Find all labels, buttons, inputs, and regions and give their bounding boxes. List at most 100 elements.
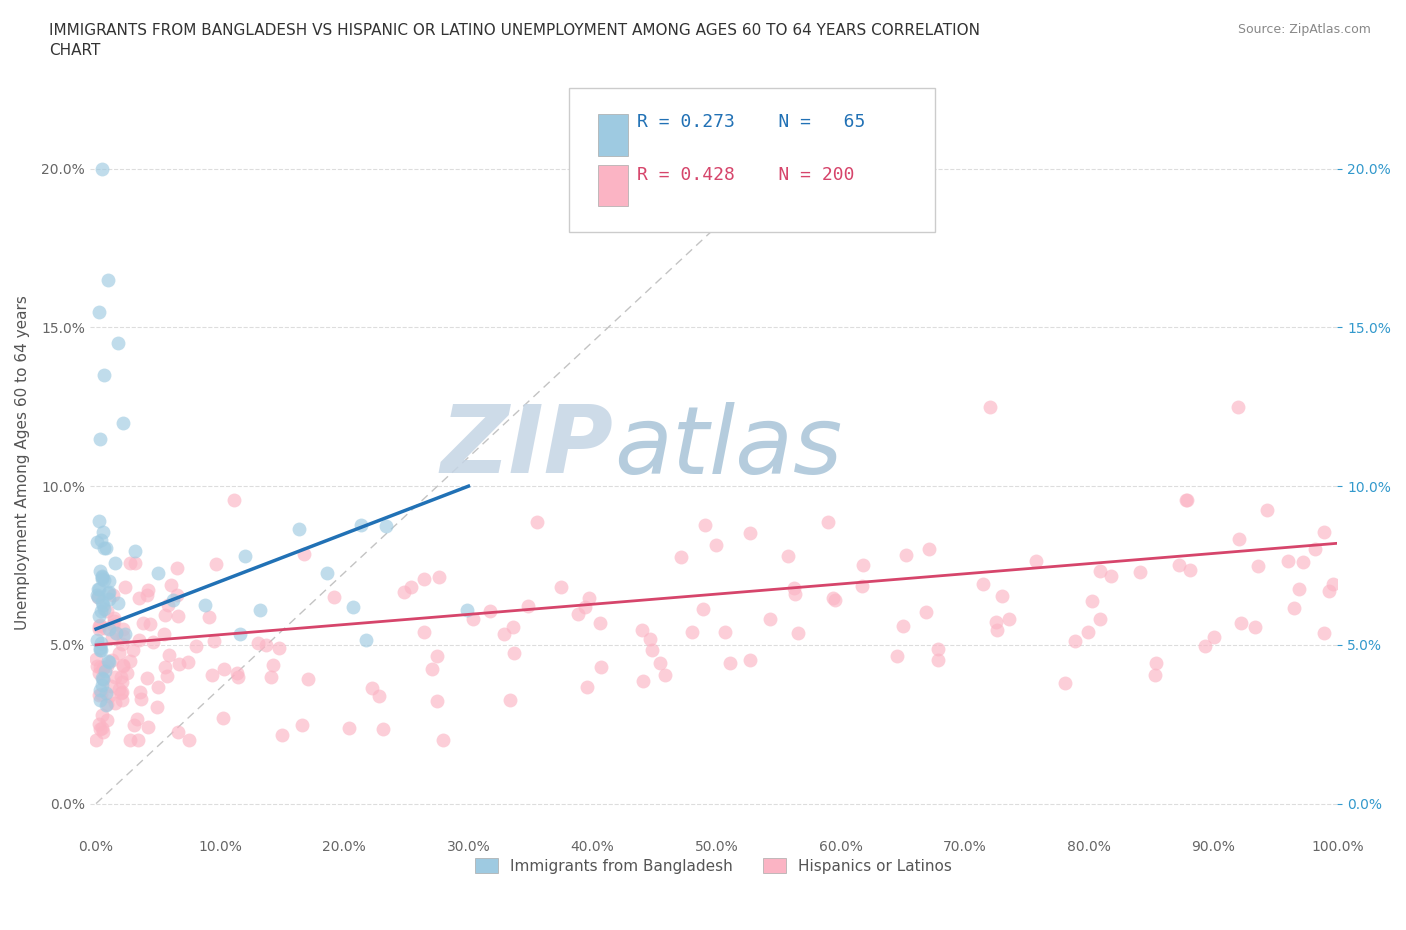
Point (575, 680, 598, 695)
Point (132, 616, 155, 631)
Point (90, 687, 112, 702)
Point (1282, 601, 1305, 616)
Point (94, 540, 117, 555)
Point (153, 608, 176, 623)
Point (461, 612, 484, 627)
Point (198, 609, 221, 624)
Point (291, 717, 314, 732)
Point (233, 549, 256, 564)
Point (567, 606, 589, 621)
Y-axis label: Unemployment Among Ages 60 to 64 years: Unemployment Among Ages 60 to 64 years (15, 295, 30, 630)
Point (124, 543, 146, 558)
Point (142, 635, 165, 650)
Point (1129, 565, 1152, 580)
Point (97, 584, 120, 599)
Point (886, 649, 908, 664)
Point (413, 572, 436, 587)
Point (212, 661, 235, 676)
Point (89, 683, 111, 698)
Point (86, 590, 108, 604)
Point (157, 648, 180, 663)
Point (86, 632, 108, 647)
Point (84, 733, 107, 748)
Point (426, 694, 449, 709)
Point (1088, 612, 1111, 627)
Point (125, 711, 148, 726)
Point (669, 550, 692, 565)
Point (91, 671, 114, 686)
Point (979, 399, 1001, 414)
Point (128, 684, 150, 699)
Point (87, 717, 110, 732)
Point (893, 618, 915, 633)
Point (129, 692, 152, 707)
Point (127, 733, 149, 748)
Point (91, 671, 114, 686)
Point (103, 613, 125, 628)
Point (589, 659, 612, 674)
Point (787, 625, 810, 640)
Point (254, 637, 277, 652)
Point (136, 671, 159, 686)
Point (740, 525, 762, 540)
Point (166, 588, 188, 603)
Point (633, 673, 655, 688)
Point (184, 638, 207, 653)
Point (159, 578, 181, 592)
Point (776, 549, 799, 564)
Point (94, 698, 117, 712)
Point (342, 600, 364, 615)
Point (94, 685, 117, 700)
Point (354, 632, 377, 647)
Point (93, 573, 115, 588)
Point (1077, 625, 1099, 640)
Point (90, 708, 112, 723)
Point (269, 641, 291, 656)
Point (89, 609, 111, 624)
Point (1178, 562, 1201, 577)
Point (97, 653, 120, 668)
Point (91, 525, 114, 539)
Point (249, 603, 271, 618)
Point (90, 635, 112, 650)
Text: R = 0.273    N =   65: R = 0.273 N = 65 (637, 113, 865, 131)
Point (89, 643, 111, 658)
Point (229, 626, 252, 641)
Point (110, 669, 132, 684)
Point (1177, 492, 1199, 507)
Point (783, 587, 806, 602)
Point (499, 693, 522, 708)
Point (87, 581, 110, 596)
Point (432, 733, 454, 748)
Point (337, 721, 360, 736)
Point (89, 532, 111, 547)
Point (124, 718, 146, 733)
Point (350, 518, 373, 533)
Point (503, 645, 526, 660)
Point (96, 658, 118, 673)
Point (177, 733, 200, 748)
Point (392, 585, 415, 600)
Point (1317, 584, 1340, 599)
Point (271, 728, 294, 743)
Point (93, 367, 115, 382)
Point (1288, 581, 1310, 596)
Point (574, 599, 596, 614)
Point (118, 555, 141, 570)
Point (681, 624, 703, 639)
Point (914, 604, 936, 619)
Point (90, 671, 112, 685)
Point (117, 665, 139, 680)
Point (105, 625, 128, 640)
Point (114, 627, 136, 642)
Point (86, 588, 108, 603)
Point (153, 659, 176, 674)
Point (89, 640, 111, 655)
Point (641, 643, 664, 658)
Point (146, 565, 169, 580)
Point (927, 653, 949, 668)
Point (96, 586, 118, 601)
Point (87, 622, 110, 637)
Point (740, 652, 762, 667)
Point (1246, 559, 1268, 574)
